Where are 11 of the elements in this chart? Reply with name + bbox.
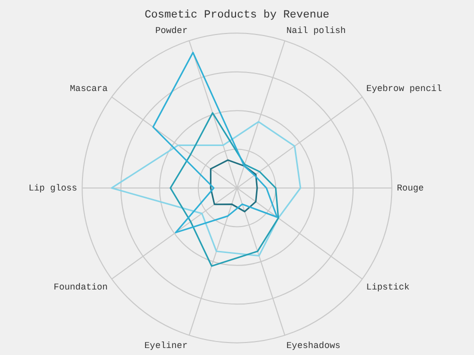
spoke-label: Foundation: [54, 282, 108, 293]
chart-title: Cosmetic Products by Revenue: [144, 10, 330, 22]
spoke-label: Eyeliner: [144, 340, 188, 351]
spoke-label: Mascara: [70, 84, 108, 94]
spoke-label: Rouge: [396, 183, 424, 194]
spoke-label: Nail polish: [286, 26, 346, 36]
spoke-label: Powder: [155, 26, 188, 36]
spoke-label: Lip gloss: [28, 183, 78, 194]
spoke-label: Eyebrow pencil: [366, 84, 442, 94]
spoke-label: Lipstick: [366, 282, 410, 293]
spoke-label: Eyeshadows: [286, 340, 340, 351]
